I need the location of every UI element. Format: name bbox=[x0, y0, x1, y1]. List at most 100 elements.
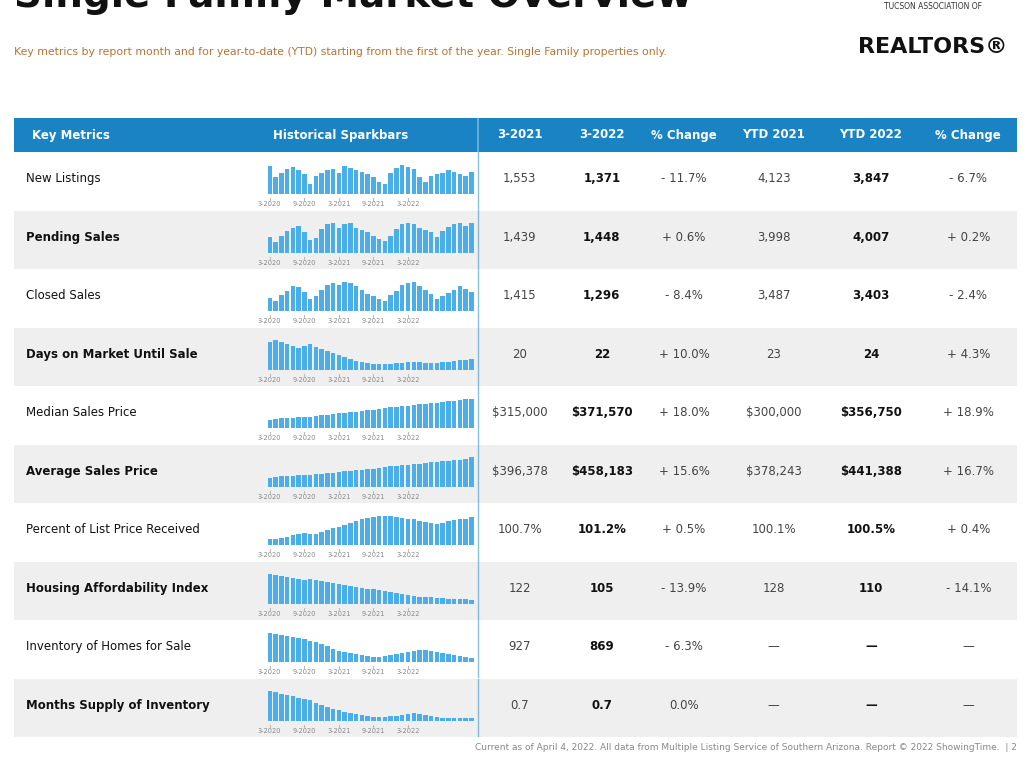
Bar bbox=[452, 654, 457, 662]
Bar bbox=[313, 474, 319, 486]
Bar bbox=[452, 172, 457, 194]
Bar bbox=[452, 718, 457, 721]
Bar bbox=[418, 463, 422, 486]
Bar bbox=[267, 478, 272, 486]
Bar bbox=[360, 361, 364, 370]
Bar bbox=[435, 174, 439, 194]
Bar bbox=[435, 362, 439, 370]
Bar bbox=[337, 173, 341, 194]
Bar bbox=[429, 232, 433, 253]
Text: 3-2021: 3-2021 bbox=[327, 377, 351, 383]
Bar bbox=[371, 177, 375, 194]
Text: 3-2020: 3-2020 bbox=[258, 260, 281, 266]
Bar bbox=[296, 476, 301, 486]
Text: - 11.7%: - 11.7% bbox=[661, 173, 707, 186]
Bar bbox=[418, 650, 422, 662]
Bar bbox=[435, 718, 439, 721]
Text: - 2.4%: - 2.4% bbox=[950, 289, 988, 302]
Bar bbox=[463, 400, 468, 428]
Bar bbox=[371, 236, 375, 253]
Bar bbox=[411, 170, 417, 194]
Bar bbox=[267, 298, 272, 311]
Bar bbox=[429, 363, 433, 370]
Bar bbox=[377, 409, 381, 428]
Bar bbox=[285, 231, 290, 253]
Bar bbox=[371, 718, 375, 721]
Bar bbox=[325, 170, 330, 194]
Bar bbox=[313, 348, 319, 370]
Bar bbox=[469, 399, 473, 428]
Bar bbox=[400, 285, 404, 311]
Text: 3-2020: 3-2020 bbox=[258, 610, 281, 616]
Bar bbox=[440, 402, 444, 428]
Bar bbox=[394, 654, 399, 662]
Bar bbox=[446, 599, 451, 603]
Bar bbox=[331, 648, 335, 662]
Bar bbox=[406, 714, 410, 721]
Bar bbox=[337, 285, 341, 311]
Bar bbox=[267, 237, 272, 253]
Bar bbox=[302, 292, 306, 311]
Bar bbox=[411, 405, 417, 428]
Bar bbox=[320, 173, 324, 194]
Bar bbox=[400, 465, 404, 486]
Bar bbox=[463, 600, 468, 603]
Bar bbox=[325, 530, 330, 545]
Bar bbox=[394, 466, 399, 486]
Bar bbox=[371, 657, 375, 662]
Bar bbox=[423, 230, 428, 253]
Bar bbox=[348, 224, 353, 253]
Bar bbox=[308, 475, 312, 486]
Bar bbox=[429, 295, 433, 311]
Text: —: — bbox=[768, 699, 779, 712]
Bar bbox=[377, 718, 381, 721]
Bar bbox=[365, 174, 370, 194]
Bar bbox=[342, 413, 346, 428]
Bar bbox=[371, 410, 375, 428]
Bar bbox=[342, 356, 346, 370]
Bar bbox=[325, 473, 330, 486]
Bar bbox=[458, 599, 462, 603]
Bar bbox=[458, 460, 462, 486]
Text: 9-2021: 9-2021 bbox=[362, 610, 386, 616]
Text: 9-2021: 9-2021 bbox=[362, 201, 386, 207]
Text: 3-2020: 3-2020 bbox=[258, 201, 281, 207]
Bar bbox=[291, 286, 295, 311]
Text: 100.5%: 100.5% bbox=[846, 524, 896, 537]
Bar bbox=[348, 653, 353, 662]
Bar bbox=[440, 231, 444, 253]
Bar bbox=[411, 713, 417, 721]
Bar bbox=[452, 224, 457, 253]
Text: 20: 20 bbox=[512, 348, 527, 361]
Bar bbox=[452, 460, 457, 486]
Text: 3-2022: 3-2022 bbox=[396, 435, 420, 441]
Bar bbox=[348, 471, 353, 486]
Text: 3,487: 3,487 bbox=[757, 289, 791, 302]
Bar bbox=[389, 516, 393, 545]
Text: 9-2020: 9-2020 bbox=[293, 435, 317, 441]
Text: 3-2021: 3-2021 bbox=[327, 669, 351, 675]
Bar bbox=[423, 650, 428, 662]
Bar bbox=[308, 642, 312, 662]
Bar bbox=[371, 364, 375, 370]
Bar bbox=[337, 355, 341, 370]
Bar bbox=[371, 297, 375, 311]
Bar bbox=[360, 172, 364, 194]
Bar bbox=[296, 698, 301, 721]
Bar bbox=[313, 533, 319, 545]
Bar bbox=[394, 716, 399, 721]
Bar bbox=[360, 587, 364, 603]
Bar bbox=[267, 166, 272, 194]
Text: 9-2021: 9-2021 bbox=[362, 377, 386, 383]
Bar bbox=[360, 520, 364, 545]
Bar bbox=[377, 239, 381, 253]
Bar bbox=[440, 653, 444, 662]
Bar bbox=[469, 457, 473, 486]
Bar bbox=[389, 592, 393, 603]
Bar bbox=[411, 361, 417, 370]
Bar bbox=[458, 718, 462, 721]
Text: 3-2021: 3-2021 bbox=[497, 129, 542, 142]
Bar bbox=[383, 241, 388, 253]
Text: $458,183: $458,183 bbox=[571, 465, 633, 478]
Text: 22: 22 bbox=[594, 348, 610, 361]
